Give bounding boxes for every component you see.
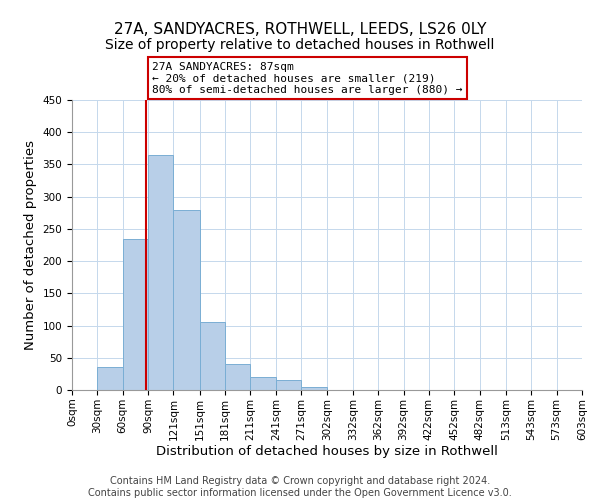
Text: Size of property relative to detached houses in Rothwell: Size of property relative to detached ho… xyxy=(106,38,494,52)
Bar xyxy=(276,380,301,390)
Text: 27A, SANDYACRES, ROTHWELL, LEEDS, LS26 0LY: 27A, SANDYACRES, ROTHWELL, LEEDS, LS26 0… xyxy=(114,22,486,38)
Bar xyxy=(148,155,173,390)
Bar xyxy=(225,364,250,390)
Bar xyxy=(123,238,148,390)
Bar xyxy=(250,377,276,390)
Text: Contains HM Land Registry data © Crown copyright and database right 2024.
Contai: Contains HM Land Registry data © Crown c… xyxy=(88,476,512,498)
Bar xyxy=(173,210,200,390)
Y-axis label: Number of detached properties: Number of detached properties xyxy=(24,140,37,350)
Bar xyxy=(200,322,225,390)
Bar xyxy=(97,368,123,390)
X-axis label: Distribution of detached houses by size in Rothwell: Distribution of detached houses by size … xyxy=(156,446,498,458)
Text: 27A SANDYACRES: 87sqm
← 20% of detached houses are smaller (219)
80% of semi-det: 27A SANDYACRES: 87sqm ← 20% of detached … xyxy=(152,62,463,95)
Bar xyxy=(301,387,328,390)
